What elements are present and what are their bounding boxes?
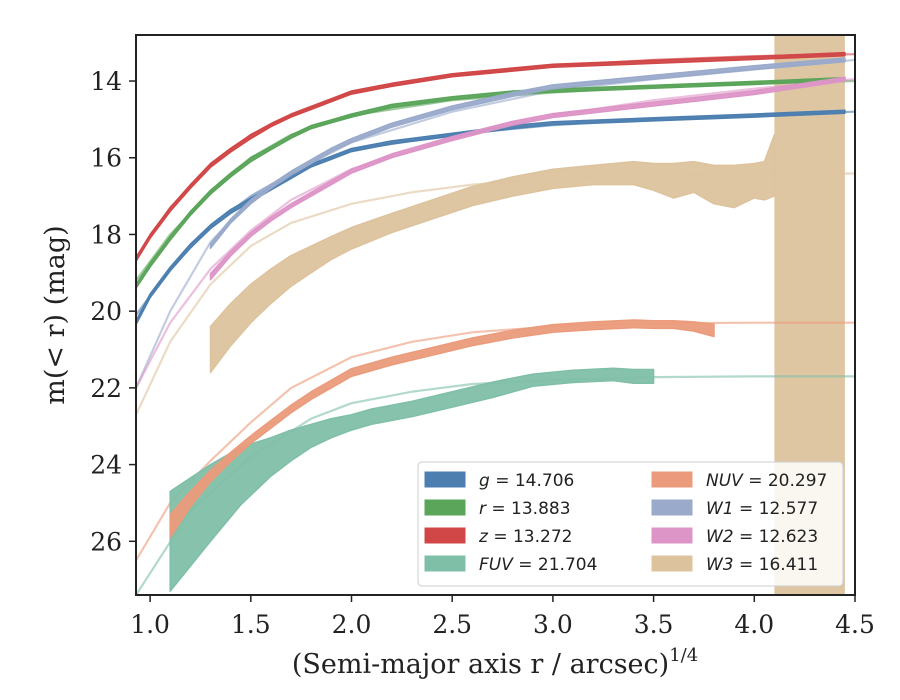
legend-swatch-w1 [651,499,693,516]
legend-label-g: g = 14.706 [479,471,574,491]
x-axis: 1.0 1.5 2.0 2.5 3.0 3.5 4.0 4.5 [130,595,875,639]
x-tick-label: 1.5 [231,610,271,639]
legend-frame [417,461,844,587]
y-axis-label: m(< r) (mag) [40,225,71,404]
y-tick-label: 24 [90,451,122,480]
band-outer-w3 [774,35,845,595]
y-tick-label: 14 [90,67,122,96]
y-tick-label: 20 [90,297,122,326]
legend: g = 14.706 r = 13.883 z = 13.272 FUV = 21.7… [417,461,844,587]
profile-band-w2 [209,76,846,281]
legend-swatch-z [424,527,466,544]
legend-swatch-nuv [651,471,693,488]
x-tick-label: 2.5 [432,610,472,639]
y-tick-label: 22 [90,374,122,403]
x-tick-label: 2.0 [332,610,372,639]
legend-label-w1: W1 = 12.577 [706,499,818,519]
legend-swatch-w2 [651,527,693,544]
legend-label-r: r = 13.883 [479,499,571,519]
legend-label-nuv: NUV = 20.297 [706,471,827,491]
legend-label-z: z = 13.272 [478,527,572,547]
y-tick-label: 18 [90,220,122,249]
profile-band-w1 [209,57,846,250]
profile-band-w3 [209,133,776,374]
x-axis-label: (Semi-major axis r / arcsec)1/4 [292,645,698,680]
y-tick-label: 16 [90,144,122,173]
y-tick-label: 26 [90,527,122,556]
x-tick-label: 3.5 [634,610,674,639]
x-tick-label: 3.0 [533,610,573,639]
plot-area [136,35,855,595]
legend-swatch-r [424,499,466,516]
x-tick-label: 1.0 [130,610,170,639]
plot-frame [135,34,856,596]
x-tick-label: 4.5 [835,610,875,639]
profile-band-nuv [169,319,715,539]
x-tick-label: 4.0 [734,610,774,639]
profile-band-fuv [169,367,655,592]
legend-label-w2: W2 = 12.623 [706,527,818,547]
legend-swatch-g [424,471,466,488]
legend-swatch-fuv [424,555,466,572]
legend-label-w3: W3 = 16.411 [706,555,818,575]
legend-swatch-w3 [651,555,693,572]
legend-label-fuv: FUV = 21.704 [479,555,597,575]
profile-band-z [136,51,846,263]
y-axis: 14 16 18 20 22 24 26 [90,67,136,556]
